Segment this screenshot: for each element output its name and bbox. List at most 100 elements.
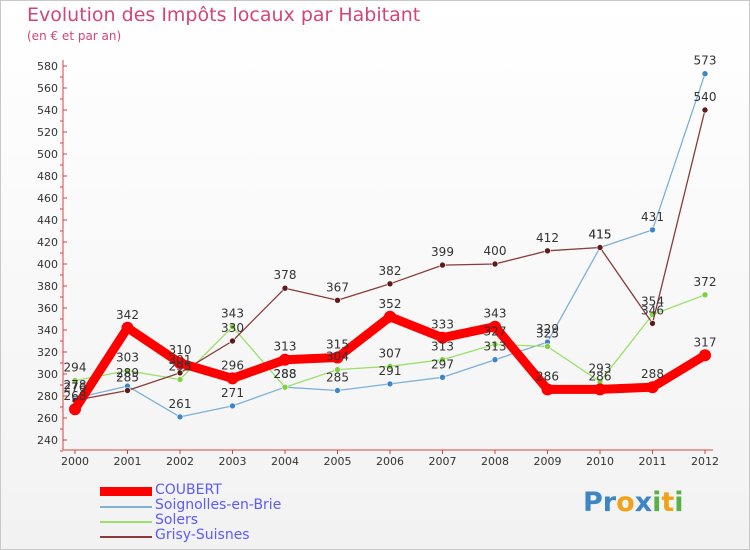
y-tick-label: 380 <box>37 280 58 293</box>
data-point <box>596 244 604 251</box>
data-point <box>386 280 394 288</box>
data-point <box>701 106 709 114</box>
data-label: 317 <box>694 335 717 349</box>
data-label: 285 <box>326 371 349 385</box>
data-label: 327 <box>484 324 507 338</box>
data-point <box>229 337 236 345</box>
legend-label-coubert: COUBERT <box>155 482 222 498</box>
data-label: 286 <box>536 369 559 383</box>
data-point <box>491 356 499 364</box>
y-tick-label: 500 <box>37 148 58 161</box>
data-point <box>386 362 394 370</box>
y-tick-label: 260 <box>37 412 58 425</box>
data-label: 293 <box>589 362 612 376</box>
data-label: 303 <box>116 351 139 365</box>
data-label: 431 <box>641 210 664 224</box>
data-point <box>701 291 709 299</box>
data-label: 294 <box>64 361 87 375</box>
x-tick-label: 2010 <box>586 455 614 468</box>
y-tick-label: 300 <box>37 368 58 381</box>
data-point <box>491 340 499 348</box>
data-label: 297 <box>431 357 454 371</box>
y-tick-label: 580 <box>37 60 58 73</box>
data-point <box>176 369 184 377</box>
data-label: 313 <box>274 340 297 354</box>
data-point <box>279 353 291 366</box>
y-tick-label: 400 <box>37 258 58 271</box>
data-label: 330 <box>221 321 244 335</box>
legend-label-solers: Solers <box>155 512 199 528</box>
data-point <box>334 387 341 394</box>
data-label: 271 <box>221 386 244 400</box>
y-tick-label: 360 <box>37 302 58 315</box>
y-tick-label: 440 <box>37 214 58 227</box>
data-point <box>124 387 131 394</box>
data-point <box>174 357 186 369</box>
data-label: 325 <box>536 327 559 341</box>
data-label: 540 <box>694 90 717 104</box>
x-tick-label: 2002 <box>166 455 194 468</box>
data-label: 342 <box>116 308 139 322</box>
x-tick-label: 2007 <box>429 455 457 468</box>
data-point <box>436 331 449 344</box>
data-label: 288 <box>274 367 297 381</box>
data-point <box>229 323 236 331</box>
data-label: 343 <box>221 307 244 321</box>
legend-swatch-grisy <box>100 536 152 538</box>
data-label: 268 <box>64 389 87 403</box>
data-label: 412 <box>536 231 559 245</box>
x-tick-label: 2000 <box>61 455 89 468</box>
legend-swatch-solers <box>100 521 152 523</box>
y-tick-label: 520 <box>37 126 58 139</box>
legend-label-grisy: Grisy-Suisnes <box>155 527 250 543</box>
data-label: 296 <box>221 358 244 372</box>
data-label: 261 <box>169 397 192 411</box>
chart-title: Evolution des Impôts locaux par Habitant <box>27 4 421 26</box>
x-tick-label: 2009 <box>534 455 562 468</box>
data-label: 276 <box>64 380 87 394</box>
data-point <box>439 373 446 381</box>
data-label: 378 <box>274 268 297 282</box>
x-tick-label: 2006 <box>376 455 404 468</box>
data-point <box>226 372 239 385</box>
data-point <box>281 383 289 391</box>
data-point <box>386 380 394 388</box>
x-tick-label: 2001 <box>114 455 142 468</box>
data-label: 333 <box>431 318 454 332</box>
data-point <box>331 351 344 364</box>
data-label: 343 <box>484 307 507 321</box>
x-tick-label: 2005 <box>324 455 352 468</box>
data-label: 285 <box>116 371 139 385</box>
data-label: 372 <box>694 275 717 289</box>
data-point <box>439 261 446 269</box>
proxiti-logo: Proxiti <box>583 487 684 518</box>
data-label: 400 <box>484 244 507 258</box>
data-point <box>544 247 551 255</box>
data-point <box>229 402 236 410</box>
data-label: 289 <box>116 366 139 380</box>
data-label: 415 <box>589 228 612 242</box>
data-label: 288 <box>641 367 664 381</box>
data-label: 346 <box>641 303 664 317</box>
data-label: 352 <box>379 297 402 311</box>
data-label: 291 <box>379 364 402 378</box>
legend-label-soignolles: Soignolles-en-Brie <box>155 497 282 513</box>
data-point <box>384 310 396 323</box>
data-label: 329 <box>536 322 559 336</box>
data-point <box>649 320 656 327</box>
data-point <box>176 376 184 383</box>
data-point <box>594 383 606 396</box>
data-label: 399 <box>431 245 454 259</box>
data-point <box>541 383 554 396</box>
data-label: 301 <box>169 353 192 367</box>
y-tick-label: 340 <box>37 324 58 337</box>
data-point <box>334 366 341 373</box>
data-label: 573 <box>694 54 717 68</box>
data-label: 288 <box>274 367 297 381</box>
data-point <box>71 377 79 384</box>
data-point <box>701 70 709 77</box>
y-tick-label: 480 <box>37 170 58 183</box>
data-label: 367 <box>326 280 349 294</box>
data-point <box>439 356 446 364</box>
